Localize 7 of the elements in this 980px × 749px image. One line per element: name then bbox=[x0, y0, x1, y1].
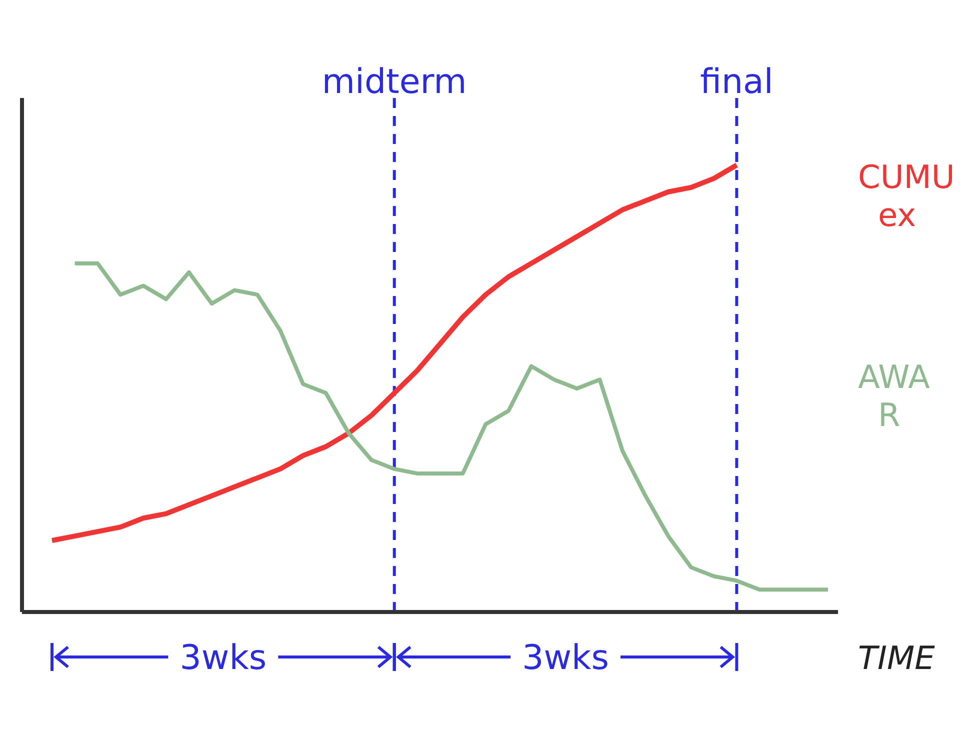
x-axis-title: TIME bbox=[858, 639, 936, 677]
text: AWA R bbox=[858, 358, 930, 434]
text: midterm bbox=[322, 62, 467, 102]
text: final bbox=[700, 62, 774, 102]
text: 3wks bbox=[180, 638, 267, 678]
text: 3wks bbox=[522, 638, 609, 678]
text: CUMU ex bbox=[858, 158, 955, 234]
